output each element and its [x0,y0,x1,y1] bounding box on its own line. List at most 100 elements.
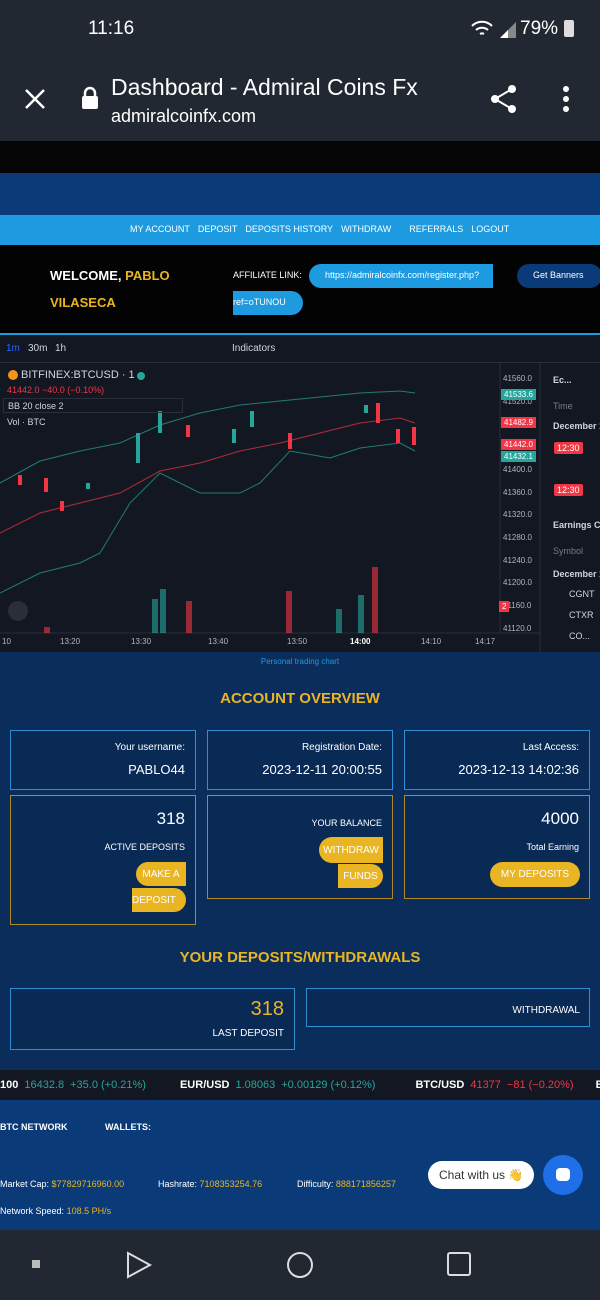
menu-button[interactable] [562,86,570,112]
price-tag: 41482.9 [501,417,536,428]
battery-icon [564,20,574,37]
last-deposit: 318 [250,998,284,1020]
volume-label: Vol · BTC [7,417,46,427]
my-deposits-button[interactable]: MY DEPOSITS [490,862,580,887]
welcome-area [0,245,600,333]
time-label: 14:00 [350,637,371,646]
last-name: VILASECA [50,295,116,310]
value: 888171856257 [335,1179,396,1189]
event-time: 12:30 [554,484,583,496]
clock: 11:16 [88,18,135,39]
side-date: December 1 [553,569,600,579]
affiliate-link[interactable]: https://admiralcoinfx.com/register.php? [309,264,493,288]
value: 7108353254.76 [199,1179,263,1189]
signal-icons [471,20,516,38]
lock-icon [82,86,98,109]
url: admiralcoinfx.com [111,106,257,126]
registration-card [207,730,393,790]
nav-link[interactable]: REFERRALS [409,224,464,234]
label: Difficulty: [297,1179,334,1189]
balance-label: YOUR BALANCE [311,818,382,828]
battery: 79% [520,18,559,39]
nav-link[interactable]: DEPOSITS HISTORY [245,224,334,234]
price-label: 41320.0 [503,510,532,520]
ticker-price: 16432.8 [24,1079,65,1091]
time-label: 10 [2,637,11,646]
side-date: December 1 [553,421,600,431]
access-label: Last Access: [522,742,579,753]
share-button[interactable] [490,84,518,114]
banner [0,173,600,215]
nav-link[interactable]: DEPOSIT [197,224,238,234]
nav-link[interactable]: WITHDRAW [341,224,392,234]
price-label: 41240.0 [503,555,532,565]
chat-bubble[interactable]: Chat with us 👋 [428,1161,534,1189]
ticker-price: 41377 [470,1079,501,1091]
withdrawal-label: WITHDRAWAL [512,1005,580,1016]
total-earning: 4000 [541,809,579,828]
withdraw-button[interactable]: FUNDS [338,864,383,888]
network-speed: Network Speed: 108.5 PH/s [0,1206,111,1216]
time-label: 13:40 [208,637,229,646]
label: Hashrate: [158,1179,198,1189]
nav-link[interactable]: LOGOUT [471,224,510,234]
banners-button[interactable]: Get Banners [517,264,600,288]
toolbar-item[interactable]: Indicators [232,343,276,354]
time-label: 13:50 [287,637,308,646]
affiliate-link-end[interactable]: ref=oTUNOU [233,291,303,315]
toolbar-item[interactable]: 30m [28,343,48,354]
wallets-title: WALLETS: [105,1122,151,1132]
deposits-title: YOUR DEPOSITS/WITHDRAWALS [179,949,421,966]
nav-bar [0,215,600,245]
welcome: WELCOME, PABLO [50,268,170,283]
withdraw-button[interactable]: WITHDRAW [319,837,383,863]
ticker-change: −81 (−0.20%) [506,1079,574,1091]
time-label: 14:10 [421,637,442,646]
market-cap: Market Cap: $77829716960.00 [0,1179,124,1189]
last-deposit-label: LAST DEPOSIT [212,1028,284,1039]
system-nav [0,1230,600,1300]
indicator: BB 20 close 2 [3,398,183,413]
affiliate-label: AFFILIATE LINK: [233,270,302,280]
ticker-change: +0.00129 (+0.12%) [281,1079,376,1091]
price-label: 41280.0 [503,532,532,542]
price-label: 41400.0 [503,464,532,474]
quote: 41442.0 −40.0 (−0.10%) [7,385,105,395]
earnings-title: Earnings Ca [553,520,600,530]
time-label: 13:20 [60,637,81,646]
ticker-item: 100 16432.8 +35.0 (+0.21%) [0,1079,146,1091]
access: 2023-12-13 14:02:36 [458,762,579,777]
overview-title: ACCOUNT OVERVIEW [220,690,380,707]
price-tag: 2 [499,601,510,612]
ticker-symbol: EUR/USD [179,1079,230,1091]
browser-bar [0,55,600,141]
price-label: 41560.0 [503,374,532,383]
username-label: Your username: [114,742,185,753]
registration: 2023-12-11 20:00:55 [262,762,382,777]
event-time: 12:30 [554,442,583,454]
side-symbol: CO... [569,631,591,641]
username-card [10,730,196,790]
divider [0,362,600,363]
toolbar-item[interactable]: 1h [55,343,67,354]
side-symbol: CGNT [569,589,595,599]
greeting: WELCOME, [50,268,122,283]
btc-icon [8,370,18,380]
chart-caption[interactable]: Personal trading chart [260,657,340,666]
ticker-change: +35.0 (+0.21%) [70,1079,146,1091]
ticker-item: BTC/USD 41377 −81 (−0.20%) [415,1079,573,1091]
nav-link[interactable]: MY ACCOUNT [130,224,190,234]
network-title: BTC NETWORK [0,1122,68,1132]
symbol: BITFINEX:BTCUSD · 1 [21,369,135,381]
label: Network Speed: [0,1206,65,1216]
close-button[interactable] [24,88,46,110]
price-tag: 41442.0 [501,439,536,450]
make-deposit-button[interactable]: MAKE A [136,862,186,886]
nav-links: MY ACCOUNT DEPOSIT DEPOSITS HISTORY WITHDRA… [130,224,509,234]
toolbar-item[interactable]: 1m [6,343,20,354]
price-label: 41360.0 [503,487,532,497]
system-buttons[interactable] [28,1248,478,1282]
price-tag: 41533.6 [501,389,536,400]
ticker-bar [0,1070,600,1100]
make-deposit-button[interactable]: DEPOSIT [132,888,186,912]
